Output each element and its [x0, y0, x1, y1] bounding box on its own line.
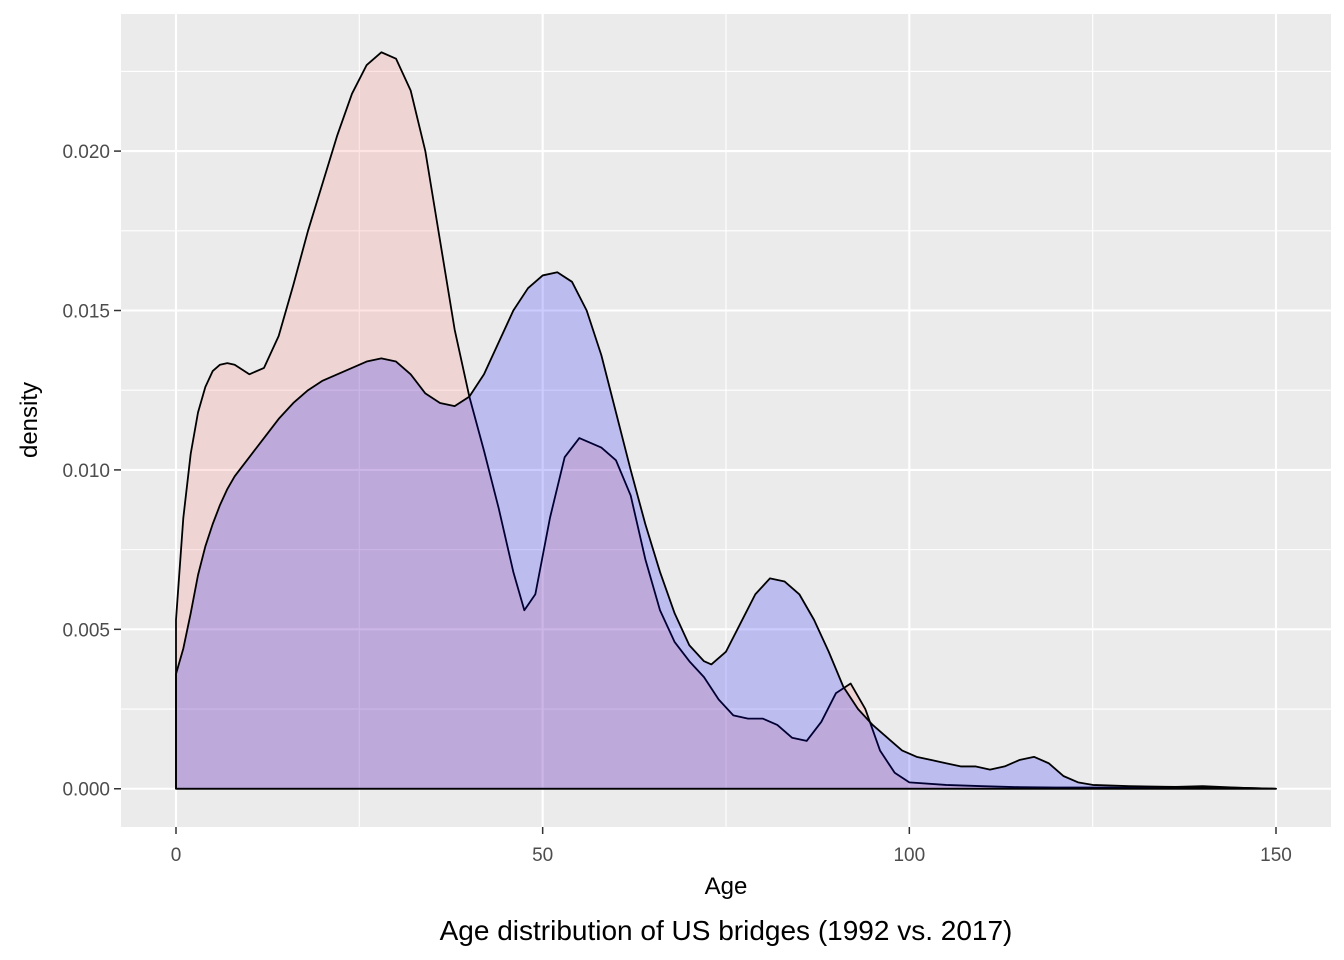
x-axis-title: Age	[705, 873, 748, 900]
x-axis-ticks: 0 50 100 150	[171, 827, 1292, 866]
density-areas	[175, 51, 1277, 790]
density-area-series-1	[175, 51, 1277, 790]
y-tick-label: 0.005	[62, 620, 110, 641]
x-tick-label: 100	[893, 845, 925, 866]
y-tick-label: 0.010	[62, 461, 110, 482]
y-axis-title: density	[16, 382, 43, 458]
y-tick-label: 0.000	[62, 780, 110, 801]
x-tick-label: 150	[1260, 845, 1292, 866]
x-tick-label: 50	[532, 845, 553, 866]
y-tick-label: 0.015	[62, 302, 110, 323]
density-area-series-2	[175, 271, 1277, 790]
grid-lines	[121, 14, 1331, 827]
y-tick-label: 0.020	[62, 142, 110, 163]
y-axis-ticks: 0.000 0.005 0.010 0.015 0.020	[62, 142, 121, 801]
x-tick-label: 0	[171, 845, 182, 866]
chart-caption: Age distribution of US bridges (1992 vs.…	[440, 915, 1013, 946]
